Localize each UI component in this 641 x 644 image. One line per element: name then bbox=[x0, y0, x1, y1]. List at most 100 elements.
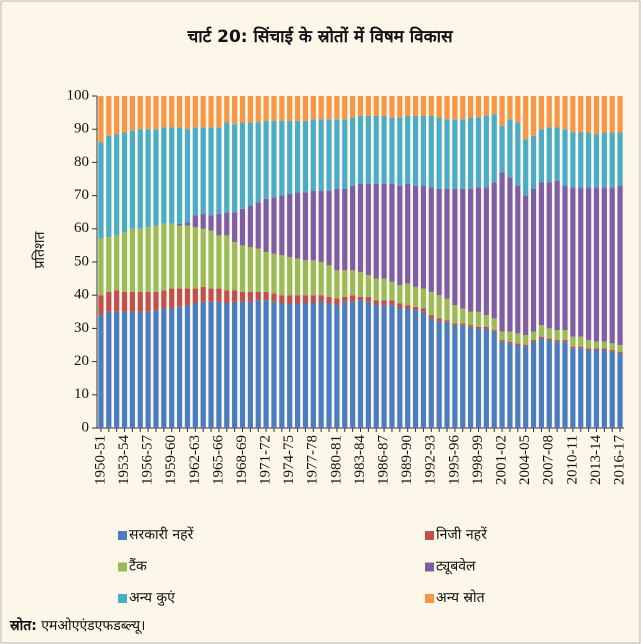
bar-segment bbox=[444, 188, 450, 299]
legend-label: निजी नहरें bbox=[436, 526, 487, 543]
bar-segment bbox=[373, 278, 379, 301]
bar-segment bbox=[491, 182, 497, 319]
bar-segment bbox=[350, 270, 356, 296]
bar-segment bbox=[365, 96, 371, 116]
bar-segment bbox=[106, 135, 112, 238]
x-tick-label: 2016-17 bbox=[612, 435, 628, 485]
bar-segment bbox=[247, 291, 253, 302]
y-tick-label: 0 bbox=[82, 419, 90, 435]
bar-segment bbox=[562, 340, 568, 342]
bar-segment bbox=[271, 197, 277, 254]
bar-segment bbox=[499, 96, 505, 126]
bar-segment bbox=[397, 285, 403, 304]
bar-segment bbox=[389, 183, 395, 282]
bar-segment bbox=[570, 96, 576, 133]
bar-segment bbox=[617, 345, 623, 352]
bar-segment bbox=[381, 305, 387, 428]
bar-segment bbox=[310, 303, 316, 428]
bar-segment bbox=[294, 295, 301, 304]
bar-segment bbox=[562, 341, 568, 428]
bar-segment bbox=[475, 117, 482, 188]
bar-segment bbox=[294, 303, 301, 428]
bar-segment bbox=[428, 115, 434, 188]
bar-segment bbox=[129, 311, 135, 428]
bar-segment bbox=[192, 288, 198, 304]
bar-segment bbox=[483, 187, 489, 316]
bar-segment bbox=[287, 120, 293, 194]
bar-segment bbox=[491, 331, 497, 428]
bar-segment bbox=[554, 180, 560, 331]
bar-segment bbox=[137, 129, 143, 229]
bar-segment bbox=[570, 346, 576, 349]
bar-segment bbox=[255, 248, 261, 292]
bar-segment bbox=[546, 127, 552, 183]
bar-segment bbox=[263, 120, 269, 199]
bar-segment bbox=[310, 119, 316, 191]
bar-segment bbox=[609, 343, 615, 350]
bar-segment bbox=[137, 228, 143, 292]
bar-segment bbox=[420, 311, 427, 428]
bar-segment bbox=[114, 290, 120, 312]
bar-segment bbox=[428, 187, 434, 292]
bar-segment bbox=[436, 295, 442, 319]
bar-segment bbox=[184, 288, 191, 306]
bar-segment bbox=[538, 336, 545, 339]
legend-label: अन्य कुएं bbox=[129, 590, 175, 606]
bar-segment bbox=[129, 291, 135, 312]
bar-segment bbox=[460, 308, 466, 324]
bar-segment bbox=[460, 188, 466, 309]
bar-segment bbox=[302, 96, 309, 121]
bar-segment bbox=[397, 185, 403, 286]
bar-segment bbox=[586, 349, 592, 428]
x-tick-label: 2001-02 bbox=[494, 435, 510, 485]
x-tick-label: 1986-87 bbox=[376, 435, 392, 485]
y-tick-label: 90 bbox=[74, 121, 89, 137]
bar-segment bbox=[145, 96, 151, 130]
y-tick-label: 60 bbox=[74, 220, 89, 236]
bar-segment bbox=[318, 96, 324, 120]
x-tick-label: 2013-14 bbox=[588, 435, 604, 485]
bar-segment bbox=[452, 323, 458, 326]
bar-segment bbox=[593, 96, 600, 135]
bar-segment bbox=[271, 293, 277, 302]
bar-segment bbox=[279, 96, 285, 121]
bar-segment bbox=[444, 321, 450, 428]
bar-segment bbox=[302, 303, 309, 428]
y-axis-label: प्रतिशत bbox=[31, 230, 48, 268]
x-tick-label: 2007-08 bbox=[541, 435, 557, 485]
bar-segment bbox=[515, 345, 521, 428]
bar-segment bbox=[468, 325, 474, 327]
bar-segment bbox=[192, 127, 198, 216]
bar-segment bbox=[593, 341, 600, 349]
bar-segment bbox=[436, 117, 442, 189]
bar-segment bbox=[436, 318, 442, 322]
bar-segment bbox=[389, 281, 395, 301]
bar-segment bbox=[562, 185, 568, 331]
y-tick-label: 80 bbox=[74, 154, 89, 170]
bar-segment bbox=[169, 96, 175, 128]
bar-segment bbox=[334, 188, 340, 271]
bar-segment bbox=[98, 238, 104, 296]
bar-segment bbox=[405, 115, 411, 184]
bar-segment bbox=[593, 134, 600, 188]
bar-segment bbox=[255, 291, 261, 301]
bar-segment bbox=[397, 96, 403, 118]
bar-segment bbox=[239, 301, 246, 428]
bar-segment bbox=[216, 288, 222, 302]
bar-segment bbox=[271, 253, 277, 294]
bar-segment bbox=[318, 301, 324, 428]
y-tick-label: 40 bbox=[74, 287, 89, 303]
bar-segment bbox=[287, 193, 293, 258]
bar-segment bbox=[350, 301, 356, 428]
bar-segment bbox=[271, 120, 277, 198]
bar-segment bbox=[239, 291, 246, 302]
bar-segment bbox=[436, 96, 442, 118]
bar-segment bbox=[468, 311, 474, 326]
bar-segment bbox=[507, 119, 513, 178]
bar-segment bbox=[357, 296, 364, 301]
bar-segment bbox=[350, 96, 356, 118]
bar-segment bbox=[326, 265, 332, 297]
bar-segment bbox=[507, 331, 513, 342]
bar-segment bbox=[389, 300, 395, 306]
